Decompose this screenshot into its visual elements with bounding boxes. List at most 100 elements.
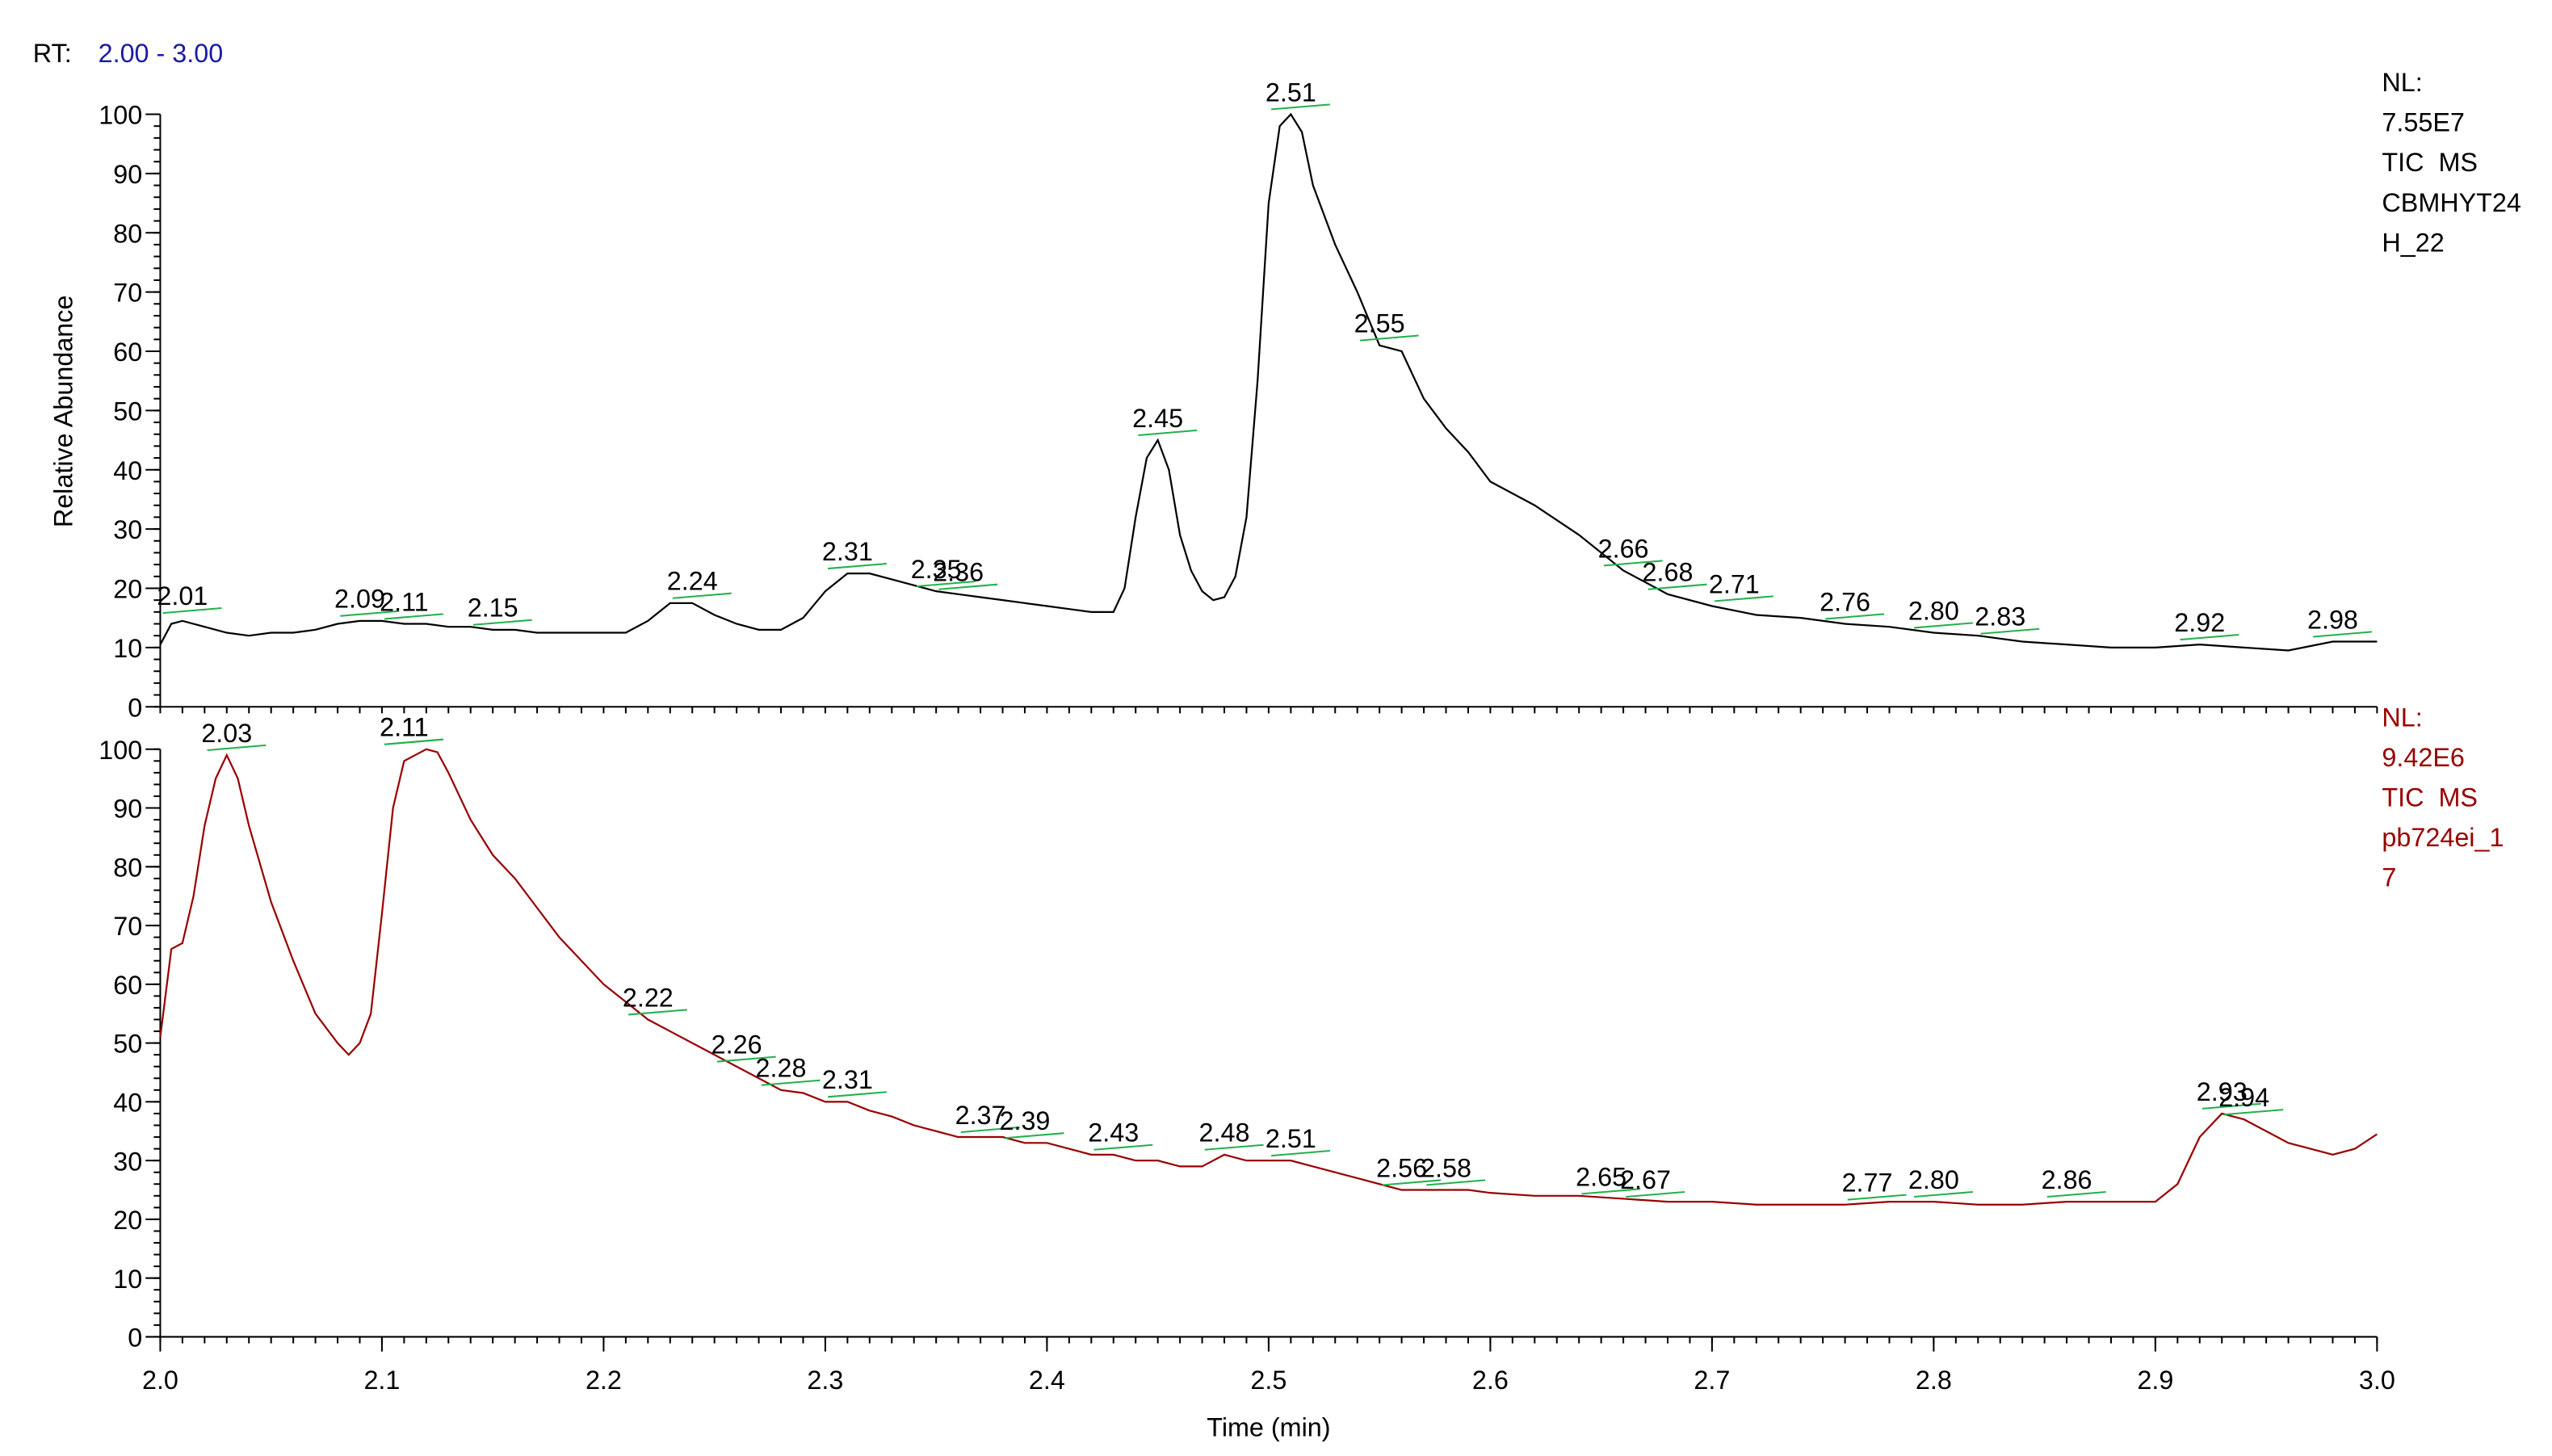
peak-marker (1914, 1190, 1973, 1198)
peak-marker (1271, 103, 1330, 111)
info-line: pb724ei_1 (2382, 823, 2504, 852)
x-axis-label: Time (min) (1207, 1413, 1330, 1442)
peak-label: 2.58 (1421, 1153, 1471, 1182)
peak-marker (384, 613, 443, 620)
peak-label: 2.56 (1376, 1153, 1427, 1182)
peak-marker (1093, 1143, 1153, 1151)
peak-label: 2.01 (157, 581, 208, 611)
y-tick-label: 60 (113, 971, 142, 1000)
x-tick-label: 2.4 (1029, 1366, 1065, 1395)
peak-marker (828, 562, 887, 570)
peak-label: 2.51 (1266, 1124, 1316, 1153)
peak-marker (2046, 1190, 2106, 1198)
peak-label: 2.26 (711, 1030, 762, 1059)
peak-marker (384, 738, 443, 745)
y-tick-label: 70 (113, 912, 142, 941)
y-tick-label: 30 (113, 515, 142, 544)
y-tick-label: 80 (113, 853, 142, 882)
y-tick-label: 20 (113, 1206, 142, 1235)
x-tick-label: 2.3 (807, 1366, 843, 1395)
peak-marker (672, 592, 732, 599)
y-tick-label: 40 (113, 1089, 142, 1118)
rt-range: 2.00 - 3.00 (99, 39, 224, 68)
info-line: NL: (2382, 68, 2422, 97)
peak-marker (1359, 334, 1419, 342)
y-tick-label: 0 (128, 1324, 142, 1353)
trace (159, 748, 2378, 1206)
y-tick-label: 90 (113, 795, 142, 824)
peak-marker (1825, 613, 1885, 620)
peak-label: 2.86 (2042, 1165, 2092, 1194)
peak-label: 2.92 (2174, 608, 2225, 637)
info-line: TIC MS (2382, 783, 2478, 812)
rt-label: RT: (33, 39, 72, 68)
y-tick-label: 50 (113, 397, 142, 426)
info-line: NL: (2382, 703, 2422, 732)
peak-label: 2.24 (667, 567, 718, 596)
x-tick-label: 2.5 (1250, 1366, 1286, 1395)
peak-label: 2.65 (1576, 1162, 1626, 1191)
peak-label: 2.93 (2197, 1077, 2248, 1106)
y-tick-label: 40 (113, 456, 142, 485)
peak-label: 2.35 (911, 555, 962, 584)
peak-marker (1980, 627, 2040, 635)
peak-label: 2.11 (380, 713, 429, 742)
peak-label: 2.55 (1354, 308, 1405, 338)
peak-marker (1714, 595, 1773, 602)
info-line: TIC MS (2382, 148, 2478, 177)
peak-label: 2.51 (1266, 78, 1316, 107)
y-tick-label: 10 (113, 1265, 142, 1294)
peak-label: 2.77 (1842, 1169, 1893, 1198)
info-line: 7 (2382, 863, 2396, 892)
x-tick-label: 2.0 (142, 1366, 178, 1395)
peak-marker (2224, 1109, 2284, 1116)
peak-label: 2.31 (822, 537, 873, 566)
peak-marker (2313, 631, 2373, 638)
peak-label: 2.68 (1643, 558, 1694, 587)
peak-marker (916, 581, 976, 588)
peak-marker (472, 619, 532, 626)
info-line: 7.55E7 (2382, 108, 2464, 137)
info-line: CBMHYT24 (2382, 188, 2521, 217)
peak-marker (761, 1079, 821, 1086)
peak-label: 2.31 (822, 1065, 873, 1094)
peak-marker (2202, 1102, 2261, 1110)
peak-label: 2.76 (1820, 587, 1870, 616)
peak-label: 2.71 (1709, 569, 1760, 598)
peak-marker (1626, 1190, 1685, 1198)
peak-marker (938, 583, 998, 590)
info-line: H_22 (2382, 228, 2444, 257)
peak-label: 2.28 (756, 1054, 807, 1083)
peak-label: 2.09 (334, 585, 385, 614)
peak-label: 2.03 (201, 719, 252, 748)
info-line: 9.42E6 (2382, 743, 2464, 772)
peak-label: 2.37 (955, 1101, 1006, 1130)
peak-label: 2.36 (933, 558, 984, 587)
x-tick-label: 2.6 (1472, 1366, 1509, 1395)
y-tick-label: 50 (113, 1030, 142, 1059)
y-tick-label: 100 (99, 101, 142, 130)
y-tick-label: 80 (113, 219, 142, 248)
peak-label: 2.80 (1908, 1165, 1959, 1194)
x-tick-label: 3.0 (2359, 1366, 2395, 1395)
y-tick-label: 10 (113, 634, 142, 663)
x-tick-label: 2.2 (586, 1366, 622, 1395)
peak-label: 2.80 (1908, 596, 1959, 625)
peak-label: 2.45 (1132, 404, 1183, 433)
peak-label: 2.11 (380, 587, 429, 616)
y-tick-label: 60 (113, 338, 142, 367)
peak-label: 2.43 (1088, 1118, 1139, 1148)
peak-label: 2.94 (2218, 1083, 2269, 1112)
peak-marker (1914, 622, 1973, 629)
peak-label: 2.39 (1000, 1106, 1051, 1135)
peak-marker (1426, 1179, 1486, 1186)
peak-label: 2.15 (468, 594, 518, 623)
peak-marker (340, 610, 400, 617)
y-tick-label: 90 (113, 160, 142, 189)
peak-marker (828, 1091, 887, 1098)
x-tick-label: 2.9 (2137, 1366, 2173, 1395)
peak-marker (1847, 1194, 1907, 1201)
x-tick-label: 2.8 (1916, 1366, 1952, 1395)
x-tick-label: 2.7 (1694, 1366, 1730, 1395)
